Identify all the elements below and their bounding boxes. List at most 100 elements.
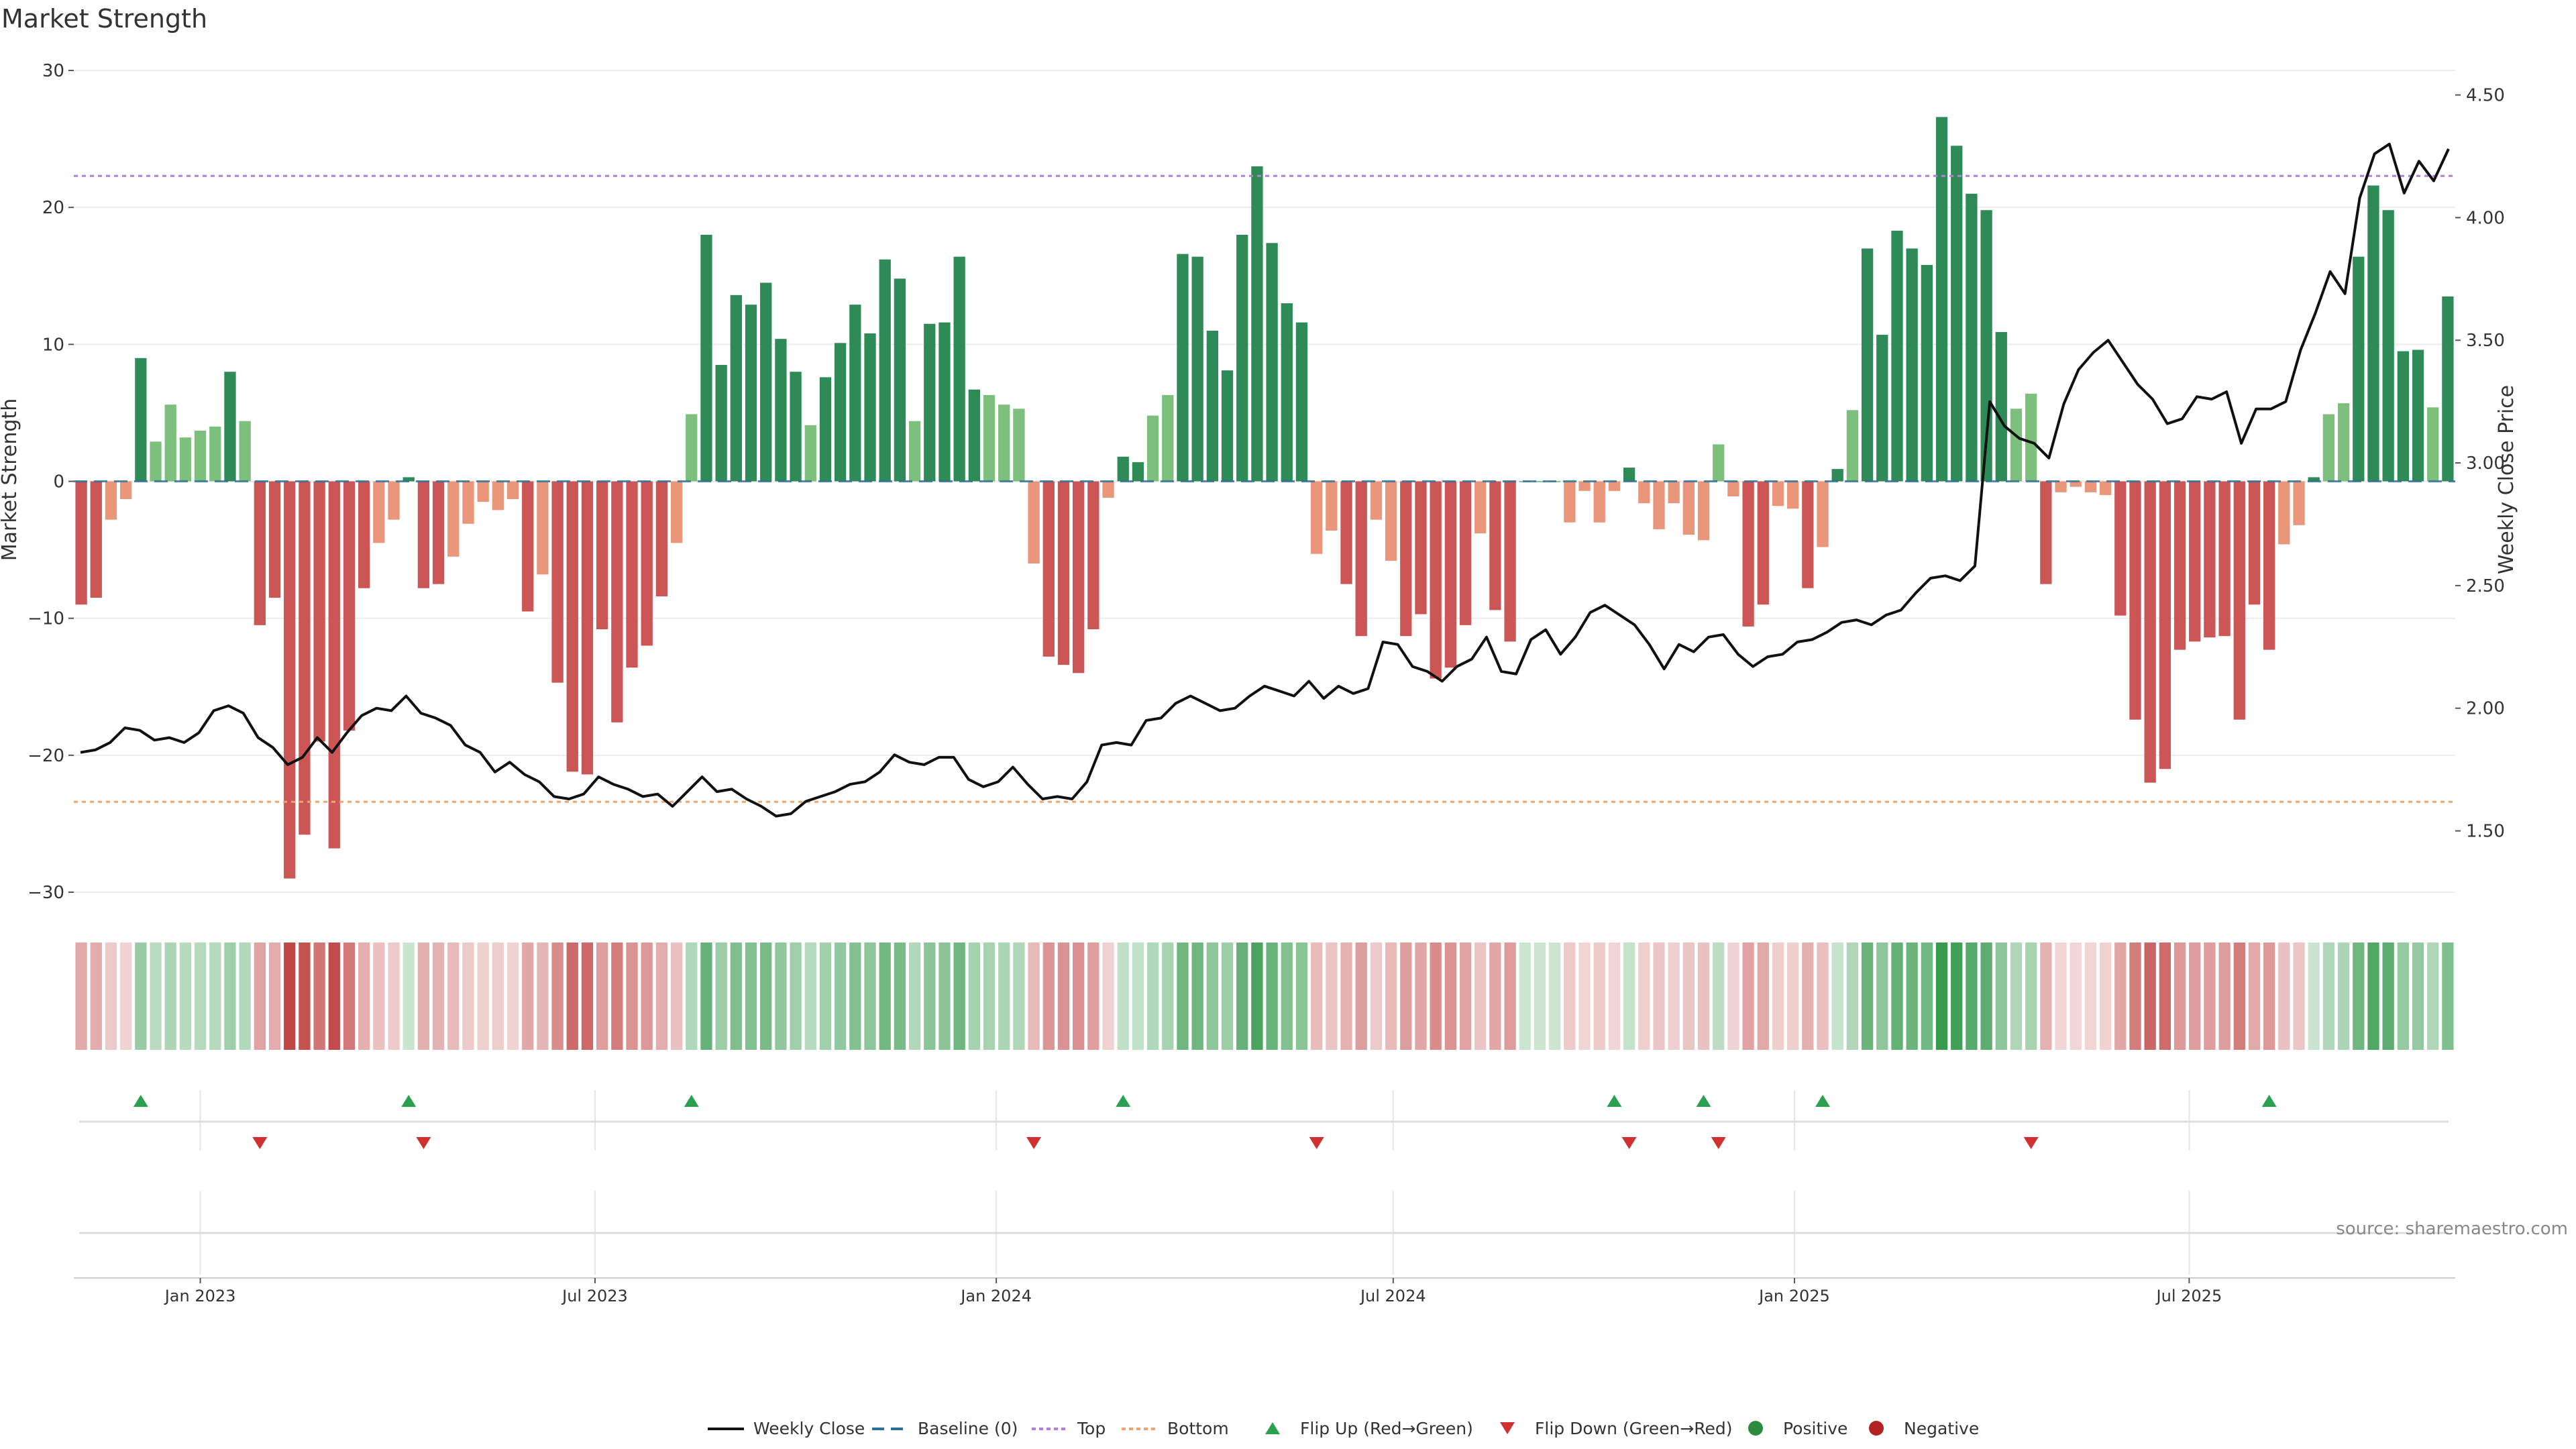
heat-cell	[1042, 943, 1055, 1050]
heat-cell	[1638, 943, 1650, 1050]
heat-cell	[596, 943, 608, 1050]
heat-cell	[2010, 943, 2023, 1050]
heat-cell	[849, 943, 861, 1050]
y2-tick-label: 3.50	[2466, 331, 2505, 351]
heat-cell	[1489, 943, 1501, 1050]
strength-bar	[343, 481, 356, 731]
heat-cell	[537, 943, 549, 1050]
heat-cell	[2040, 943, 2052, 1050]
heat-cell	[90, 943, 102, 1050]
left-axis-title: Market Strength	[0, 398, 21, 561]
strength-bar	[1042, 481, 1055, 657]
strength-bar	[641, 481, 653, 646]
strength-bar	[179, 437, 192, 482]
strength-bar	[1727, 481, 1739, 496]
date-tick-label: Jan 2023	[164, 1287, 236, 1305]
heat-cell	[1742, 943, 1754, 1050]
heat-cell	[804, 943, 816, 1050]
flip-up-marker	[1116, 1095, 1131, 1107]
heat-cell	[983, 943, 996, 1050]
strength-bar	[1102, 481, 1114, 498]
strength-bar	[2204, 481, 2216, 638]
heat-cell	[135, 943, 147, 1050]
legend-item-weekly-close: Weekly Close	[708, 1419, 865, 1438]
heat-cell	[775, 943, 787, 1050]
right-axis-title: Weekly Close Price	[2495, 385, 2518, 574]
weekly-close-line	[80, 142, 2450, 818]
strength-bar	[1935, 117, 1948, 482]
heat-cell	[551, 943, 564, 1050]
heat-cell	[1162, 943, 1174, 1050]
heat-cell	[1400, 943, 1412, 1050]
heat-cell	[1817, 943, 1829, 1050]
strength-bar	[1132, 462, 1144, 482]
strength-bar	[1370, 481, 1383, 520]
heat-cell	[1132, 943, 1144, 1050]
heat-cell	[938, 943, 951, 1050]
heat-cell	[120, 943, 132, 1050]
strength-bar	[1995, 331, 2007, 482]
heat-cell	[194, 943, 207, 1050]
heat-cell	[2099, 943, 2112, 1050]
strength-bar	[299, 481, 311, 835]
date-axis: Jan 2023 Jul 2023 Jan 2024 Jul 2024 Jan 2025…	[74, 1277, 2455, 1305]
heat-cell	[686, 943, 698, 1050]
heat-cell	[1057, 943, 1070, 1050]
heat-cell	[1623, 943, 1635, 1050]
heat-cell	[105, 943, 117, 1050]
strength-bar	[1831, 469, 1843, 482]
heat-cell	[2233, 943, 2245, 1050]
heat-cell	[1504, 943, 1516, 1050]
strength-bar	[1668, 481, 1680, 504]
strength-bar	[1162, 394, 1174, 482]
heat-cell	[1146, 943, 1159, 1050]
heat-cell	[2114, 943, 2127, 1050]
heat-cell	[1415, 943, 1427, 1050]
strength-bar	[135, 358, 147, 482]
strength-bar	[1146, 415, 1159, 482]
heat-cell	[2070, 943, 2082, 1050]
strength-bars	[75, 117, 2454, 879]
flip-up-marker	[133, 1095, 148, 1107]
date-tick-label: Jul 2024	[1359, 1287, 1426, 1305]
strength-bar	[105, 481, 117, 520]
heat-cell	[373, 943, 385, 1050]
heat-cell	[1370, 943, 1383, 1050]
weekly-close-path	[80, 142, 2450, 818]
heat-cell	[1102, 943, 1114, 1050]
y-tick-label: −20	[28, 746, 64, 766]
strength-bar	[1221, 370, 1234, 482]
heat-cell	[1787, 943, 1799, 1050]
flip-down-marker	[2023, 1137, 2039, 1149]
left-axis-ticks: 30 20 10 0 −10 −20 −30	[28, 61, 74, 903]
heat-cell	[284, 943, 296, 1050]
heat-cell	[1385, 943, 1397, 1050]
strength-bar	[2322, 414, 2335, 482]
strength-bar	[775, 339, 787, 482]
strength-bar	[1117, 456, 1129, 482]
strength-bar	[1028, 481, 1040, 564]
strength-bar	[2367, 185, 2379, 482]
strength-bar	[924, 323, 936, 482]
heat-cell	[1251, 943, 1263, 1050]
heat-cell	[150, 943, 162, 1050]
strength-bar	[2144, 481, 2156, 783]
heat-cell	[1519, 943, 1531, 1050]
flip-up-marker	[684, 1095, 699, 1107]
heat-cell	[1846, 943, 1859, 1050]
heat-cell	[1682, 943, 1695, 1050]
strength-bar	[1415, 481, 1427, 614]
strength-bar	[2337, 403, 2350, 482]
strength-bar	[388, 481, 400, 520]
strength-bar	[1430, 481, 1442, 679]
heat-cell	[2263, 943, 2275, 1050]
heat-cell	[953, 943, 965, 1050]
legend-item-bottom: Bottom	[1122, 1419, 1229, 1438]
heat-cell	[1772, 943, 1784, 1050]
heat-cell	[209, 943, 221, 1050]
strength-bar	[1326, 481, 1338, 531]
heat-cell	[477, 943, 489, 1050]
strength-bar	[983, 394, 996, 482]
strength-bar	[268, 481, 281, 598]
source-note: source: sharemaestro.com	[2336, 1219, 2568, 1239]
